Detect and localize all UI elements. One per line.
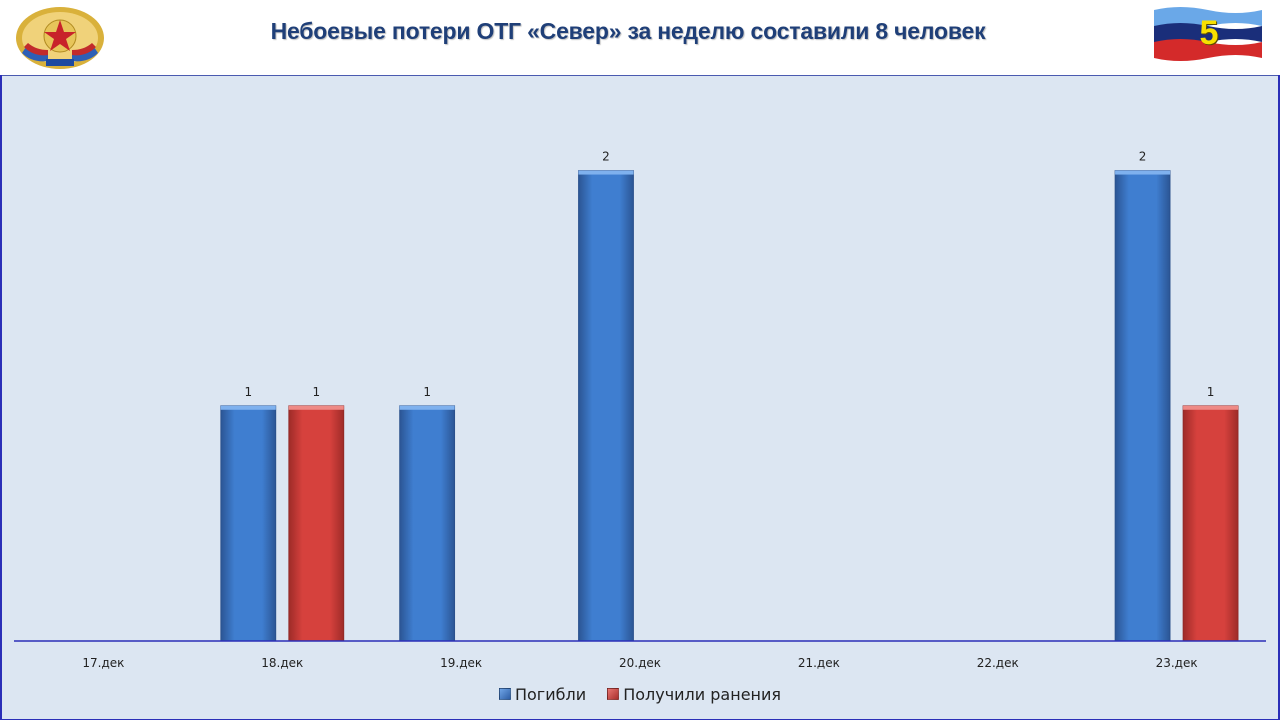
legend-swatch-red [607, 688, 620, 700]
x-tick-label: 19.дек [440, 656, 482, 670]
legend-item-killed: Погибли [498, 685, 587, 704]
data-label: 1 [423, 385, 431, 399]
x-tick-label: 18.дек [261, 656, 303, 670]
legend-label-killed: Погибли [514, 685, 587, 704]
bar-killed [578, 170, 634, 642]
bar-wounded-top [288, 405, 344, 410]
plot-area [2, 75, 1278, 719]
x-tick-label: 17.дек [82, 656, 124, 670]
bar-killed [220, 405, 277, 642]
bar-killed-top [1115, 170, 1171, 175]
bar-wounded [288, 405, 345, 642]
slide-number: 5 [1199, 14, 1219, 52]
data-label: 1 [312, 385, 320, 399]
bar-killed-top [578, 170, 634, 175]
chart-legend: Погибли Получили ранения [0, 685, 1280, 704]
legend-label-wounded: Получили ранения [623, 685, 782, 704]
x-tick-label: 22.дек [977, 656, 1019, 670]
bar-killed-top [399, 405, 455, 410]
bar-wounded [1182, 405, 1239, 642]
bar-killed [399, 405, 456, 642]
x-tick-label: 23.дек [1156, 656, 1198, 670]
bar-chart: 1 1 1 2 2 1 17.дек 18.дек 19.дек 20.дек 21.дек 22.… [14, 150, 1266, 670]
page-title: Небоевые потери ОТГ «Север» за неделю со… [270, 18, 986, 44]
lpr-coat-of-arms-icon [16, 7, 104, 69]
data-label: 1 [1207, 385, 1215, 399]
data-label: 1 [244, 385, 252, 399]
data-label: 2 [602, 150, 610, 164]
x-tick-label: 20.дек [619, 656, 661, 670]
bar-wounded-top [1183, 405, 1239, 410]
legend-swatch-blue [498, 688, 511, 700]
slide-header: Небоевые потери ОТГ «Север» за неделю со… [0, 0, 1280, 75]
bar-killed [1114, 170, 1171, 642]
data-label: 2 [1139, 150, 1147, 164]
x-tick-label: 21.дек [798, 656, 840, 670]
lpr-flag-icon [1154, 7, 1262, 61]
legend-item-wounded: Получили ранения [607, 685, 781, 704]
bar-killed-top [220, 405, 276, 410]
